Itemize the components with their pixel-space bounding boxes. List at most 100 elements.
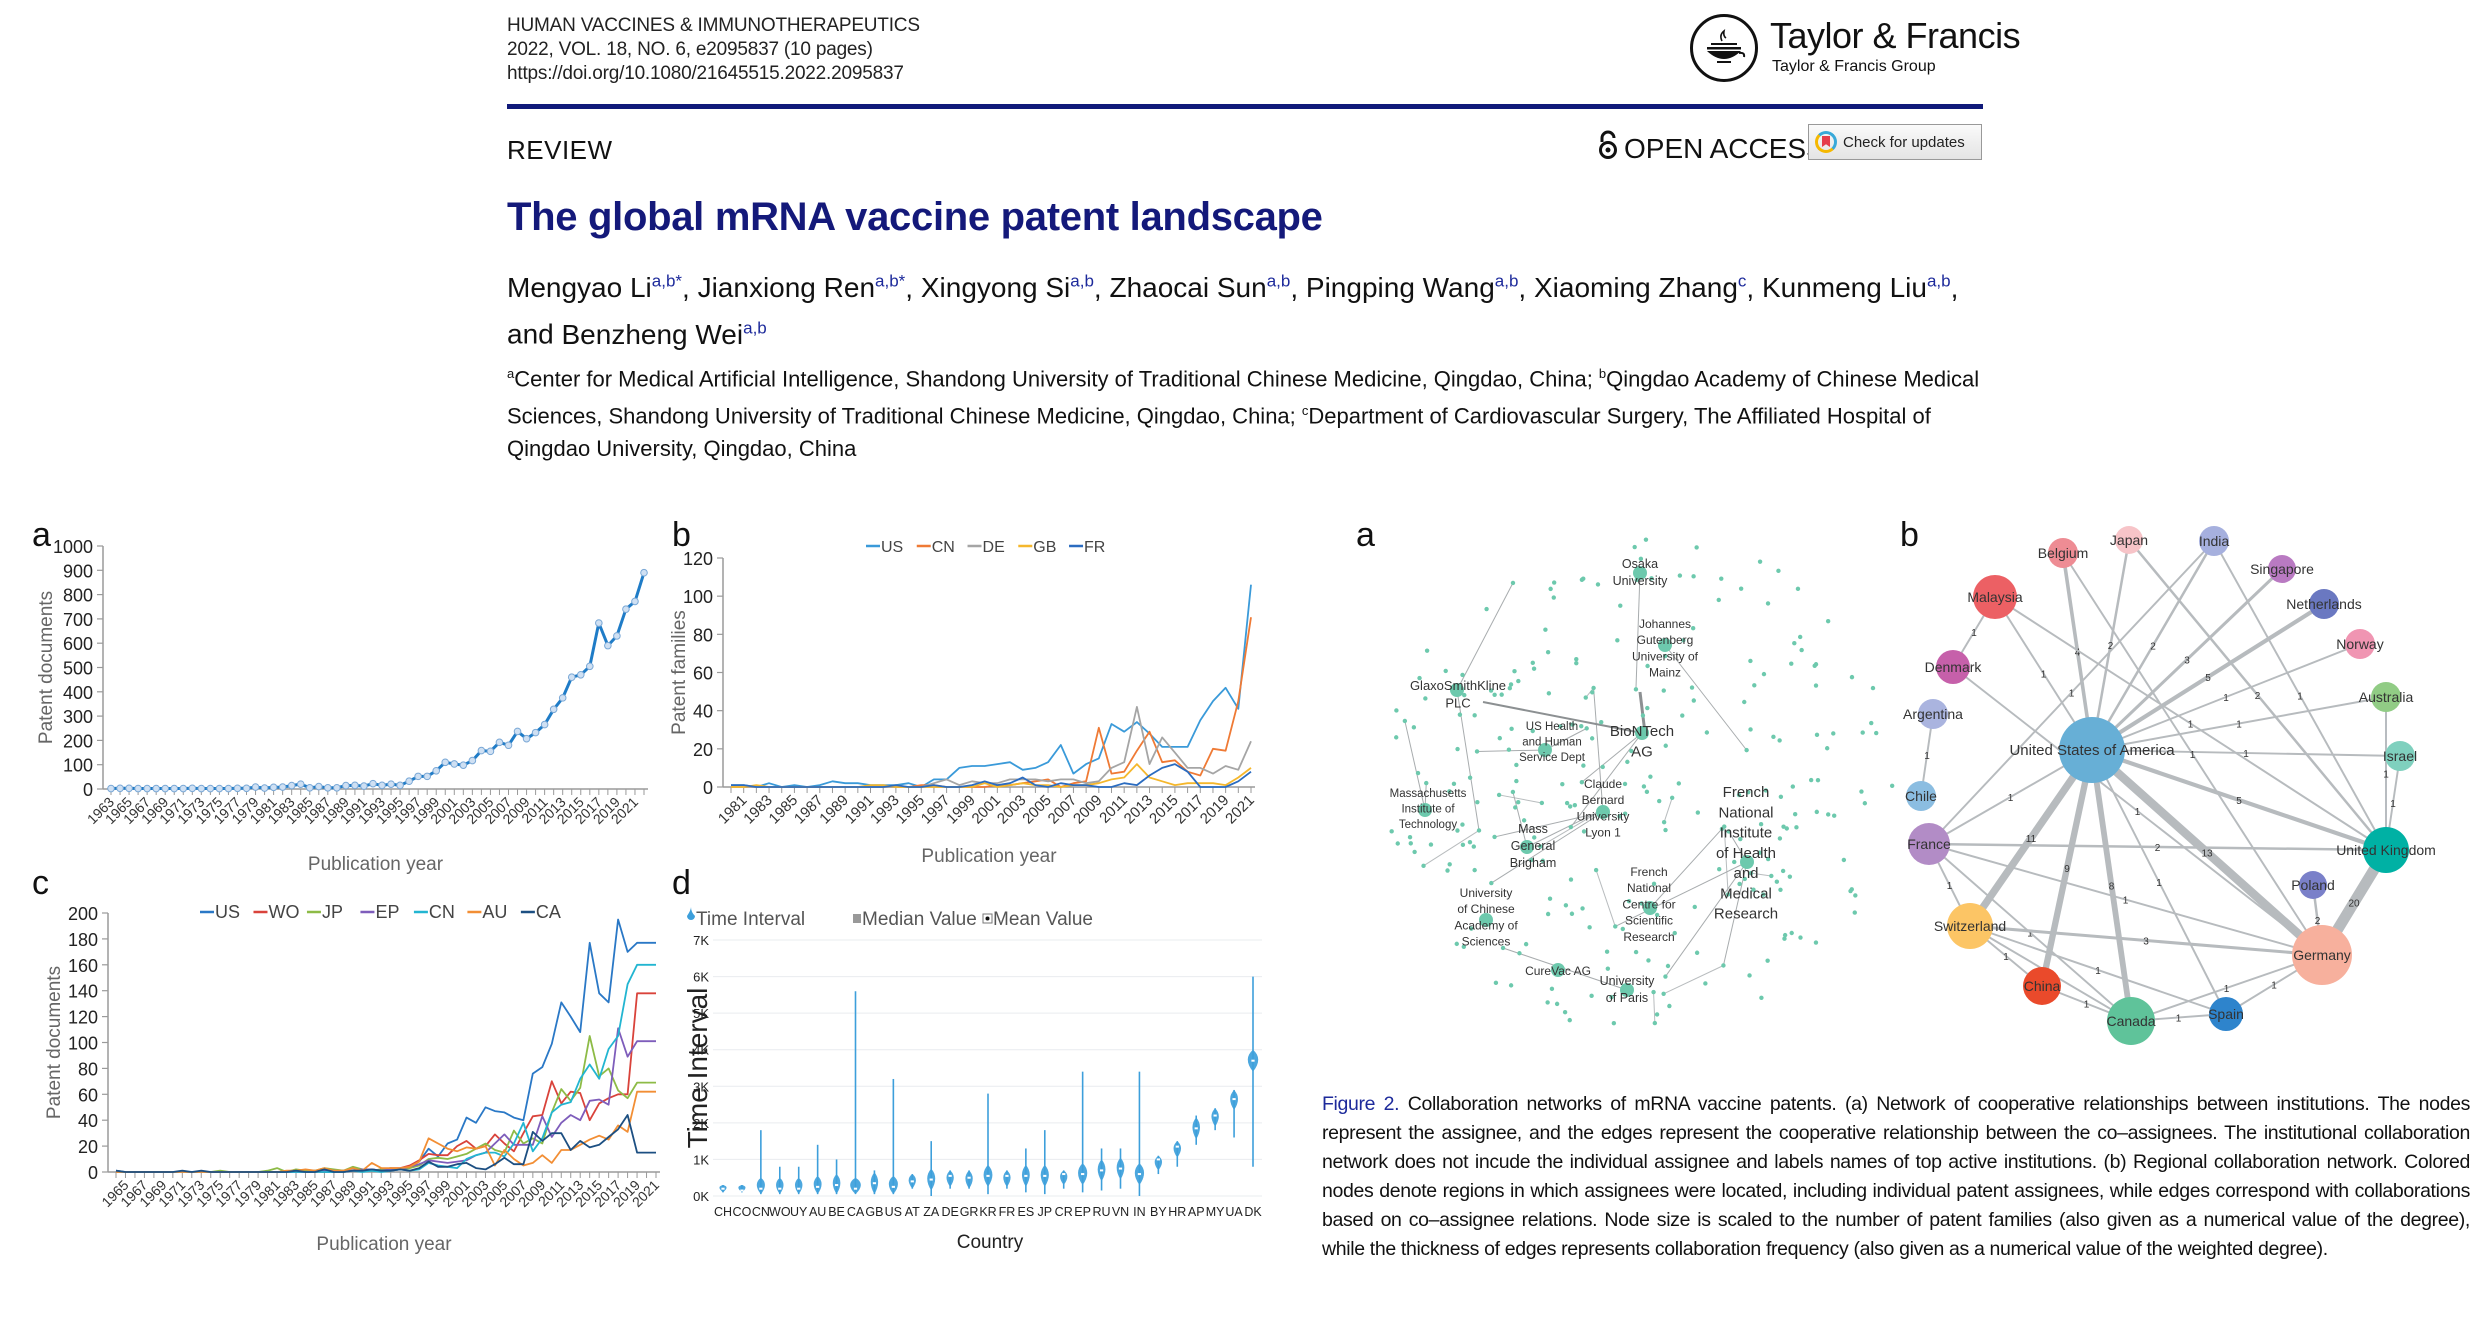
svg-text:AU: AU xyxy=(809,1205,826,1219)
caption-text: Collaboration networks of mRNA vaccine p… xyxy=(1322,1093,2470,1260)
svg-text:Technology: Technology xyxy=(1399,819,1457,831)
author[interactable]: Xingyong Sia,b xyxy=(920,272,1094,304)
svg-text:US Health: US Health xyxy=(1526,721,1578,733)
crossmark-icon xyxy=(1815,131,1837,153)
svg-text:JP: JP xyxy=(1037,1205,1052,1219)
svg-text:2021: 2021 xyxy=(1222,792,1258,828)
panel-label-net-a: a xyxy=(1356,516,1375,554)
svg-text:National: National xyxy=(1627,881,1671,895)
svg-text:CR: CR xyxy=(1055,1205,1073,1219)
publisher-logo[interactable]: Taylor & Francis Taylor & Francis Group xyxy=(1690,14,2021,90)
svg-text:CH: CH xyxy=(714,1205,732,1219)
author-conjunction: and xyxy=(507,318,554,350)
svg-text:200: 200 xyxy=(63,731,93,751)
svg-text:1: 1 xyxy=(2271,981,2277,992)
svg-text:1: 1 xyxy=(1924,751,1930,762)
panel-label-c: c xyxy=(32,864,49,902)
svg-text:1: 1 xyxy=(2135,807,2141,818)
author[interactable]: Kunmeng Liua,b xyxy=(1761,272,1951,304)
svg-text:100: 100 xyxy=(683,587,713,607)
svg-text:200: 200 xyxy=(68,904,98,924)
svg-text:Massachusetts: Massachusetts xyxy=(1390,788,1467,800)
svg-text:8: 8 xyxy=(2109,882,2115,893)
svg-text:60: 60 xyxy=(78,1085,98,1105)
svg-text:AU: AU xyxy=(482,902,507,922)
svg-text:UA: UA xyxy=(1225,1205,1243,1219)
svg-text:700: 700 xyxy=(63,610,93,630)
svg-text:Claude: Claude xyxy=(1584,777,1622,791)
svg-text:India: India xyxy=(2199,533,2230,549)
svg-text:Patent documents: Patent documents xyxy=(36,591,57,744)
svg-text:and: and xyxy=(1733,865,1758,882)
svg-text:Australia: Australia xyxy=(2359,689,2414,705)
svg-text:CA: CA xyxy=(536,902,561,922)
svg-text:1: 1 xyxy=(2095,966,2101,977)
check-for-updates-label: Check for updates xyxy=(1843,133,1965,151)
svg-text:Institute of: Institute of xyxy=(1401,804,1455,816)
svg-text:KR: KR xyxy=(979,1205,996,1219)
svg-text:AP: AP xyxy=(1188,1205,1205,1219)
svg-text:80: 80 xyxy=(693,625,713,645)
svg-text:Scientific: Scientific xyxy=(1625,914,1673,928)
svg-text:120: 120 xyxy=(683,549,713,569)
open-lock-icon xyxy=(1598,130,1618,168)
svg-text:1: 1 xyxy=(2383,770,2389,781)
author[interactable]: Xiaoming Zhangc xyxy=(1533,272,1747,304)
author[interactable]: Zhaocai Suna,b xyxy=(1109,272,1291,304)
svg-text:1: 1 xyxy=(1971,628,1977,639)
lamp-icon xyxy=(1690,14,1758,82)
panel-label-net-b: b xyxy=(1900,516,1919,554)
svg-text:3K: 3K xyxy=(693,1079,709,1094)
svg-text:French: French xyxy=(1723,784,1770,801)
panel-label-a: a xyxy=(32,516,51,554)
svg-text:Publication year: Publication year xyxy=(921,846,1057,867)
svg-text:1: 1 xyxy=(1947,881,1953,892)
author-list: Mengyao Lia,b*, Jianxiong Rena,b*, Xingy… xyxy=(507,272,1959,350)
svg-text:1K: 1K xyxy=(693,1152,709,1167)
svg-text:CO: CO xyxy=(733,1205,752,1219)
figure-caption: Figure 2. Collaboration networks of mRNA… xyxy=(1322,1090,2470,1264)
svg-text:6K: 6K xyxy=(693,970,709,985)
svg-text:Medical: Medical xyxy=(1720,885,1772,902)
svg-text:1: 1 xyxy=(2236,720,2242,731)
svg-text:RU: RU xyxy=(1093,1205,1111,1219)
svg-text:GB: GB xyxy=(865,1205,883,1219)
svg-text:United Kingdom: United Kingdom xyxy=(2336,842,2436,858)
svg-text:1: 1 xyxy=(2297,692,2303,703)
doi-link[interactable]: https://doi.org/10.1080/21645515.2022.20… xyxy=(507,63,904,84)
svg-text:1: 1 xyxy=(2390,799,2396,810)
svg-text:University: University xyxy=(1577,809,1630,823)
svg-text:1: 1 xyxy=(2041,670,2047,681)
svg-text:General: General xyxy=(1511,839,1555,853)
svg-text:5: 5 xyxy=(2236,796,2242,807)
svg-text:CA: CA xyxy=(847,1205,865,1219)
check-for-updates-button[interactable]: Check for updates xyxy=(1808,124,1982,160)
chart-patent-families-by-country: 0204060801001201981198319851987198919911… xyxy=(669,539,1258,867)
author[interactable]: Benzheng Weia,b xyxy=(561,318,767,350)
svg-text:2: 2 xyxy=(2108,641,2114,652)
svg-text:900: 900 xyxy=(63,561,93,581)
author[interactable]: Pingping Wanga,b xyxy=(1305,272,1519,304)
svg-text:20: 20 xyxy=(78,1137,98,1157)
svg-text:Spain: Spain xyxy=(2208,1006,2244,1022)
svg-text:GB: GB xyxy=(1033,539,1056,556)
svg-text:Osaka: Osaka xyxy=(1622,557,1658,571)
svg-text:of Paris: of Paris xyxy=(1606,991,1648,1005)
svg-text:4K: 4K xyxy=(693,1043,709,1058)
svg-text:Malaysia: Malaysia xyxy=(1967,589,2022,605)
author[interactable]: Mengyao Lia,b* xyxy=(507,272,683,304)
svg-text:CureVac AG: CureVac AG xyxy=(1525,964,1591,978)
svg-text:1: 1 xyxy=(2190,750,2196,761)
svg-text:MY: MY xyxy=(1206,1205,1225,1219)
svg-text:Service Dept: Service Dept xyxy=(1519,752,1586,764)
svg-text:FR: FR xyxy=(1084,539,1105,556)
svg-text:CN: CN xyxy=(429,902,455,922)
svg-text:Country: Country xyxy=(957,1232,1024,1253)
affiliation: Center for Medical Artificial Intelligen… xyxy=(514,366,1599,392)
author[interactable]: Jianxiong Rena,b* xyxy=(697,272,906,304)
svg-text:of Chinese: of Chinese xyxy=(1457,902,1515,916)
svg-text:Denmark: Denmark xyxy=(1925,659,1983,675)
chart-patent-documents-total: 0100200300400500600700800900100019631965… xyxy=(36,537,648,875)
svg-text:Mean Value: Mean Value xyxy=(993,909,1093,930)
